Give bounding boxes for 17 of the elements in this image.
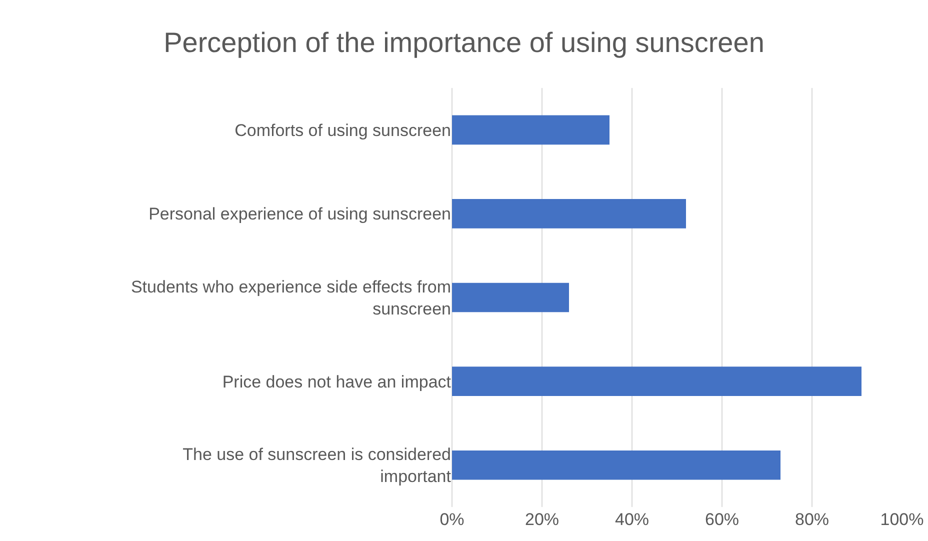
bar <box>452 115 610 145</box>
y-tick-label: Comforts of using sunscreen <box>234 120 451 140</box>
x-tick-label: 100% <box>880 510 924 529</box>
y-tick-label: Students who experience side effects from sunscreen <box>130 277 451 318</box>
x-tick-label: 80% <box>794 510 830 529</box>
x-tick-label: 20% <box>524 510 560 529</box>
chart-title: Perception of the importance of using sunscreen <box>164 27 764 58</box>
y-tick-label: Personal experience of using sunscreen <box>148 204 451 224</box>
x-tick-label: 60% <box>704 510 740 529</box>
bar <box>452 366 862 396</box>
bar <box>452 199 686 228</box>
y-tick-label: The use of sunscreen is considered important <box>182 445 452 486</box>
bar <box>452 282 569 312</box>
x-tick-label: 40% <box>614 510 650 529</box>
y-tick-label: Price does not have an impact <box>222 372 452 392</box>
x-tick-label: 0% <box>440 510 464 529</box>
bar <box>452 450 780 480</box>
